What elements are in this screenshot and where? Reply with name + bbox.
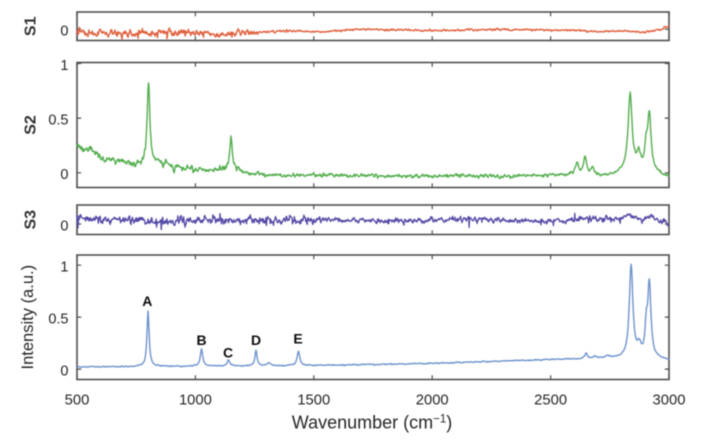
svg-text:1: 1 (60, 58, 68, 74)
svg-text:1: 1 (60, 260, 68, 276)
svg-text:0.5: 0.5 (48, 113, 68, 129)
svg-text:0: 0 (60, 167, 68, 183)
svg-text:3000: 3000 (653, 392, 686, 408)
svg-text:Intensity (a.u.): Intensity (a.u.) (19, 265, 37, 370)
svg-text:0: 0 (60, 363, 68, 379)
svg-text:S3: S3 (22, 210, 39, 230)
svg-text:Wavenumber (cm−1): Wavenumber (cm−1) (292, 413, 453, 433)
svg-text:A: A (142, 293, 152, 309)
svg-text:2500: 2500 (534, 392, 567, 408)
svg-text:2000: 2000 (416, 392, 449, 408)
svg-text:0: 0 (60, 218, 68, 234)
svg-text:C: C (223, 345, 233, 361)
svg-text:1500: 1500 (297, 392, 330, 408)
svg-text:500: 500 (65, 392, 90, 408)
svg-text:0: 0 (60, 23, 68, 39)
svg-text:E: E (293, 331, 302, 347)
svg-text:S1: S1 (22, 16, 39, 36)
svg-text:S2: S2 (22, 115, 39, 135)
svg-text:0.5: 0.5 (48, 312, 68, 328)
svg-text:B: B (197, 332, 207, 348)
svg-text:D: D (251, 332, 261, 348)
svg-text:1000: 1000 (179, 392, 212, 408)
